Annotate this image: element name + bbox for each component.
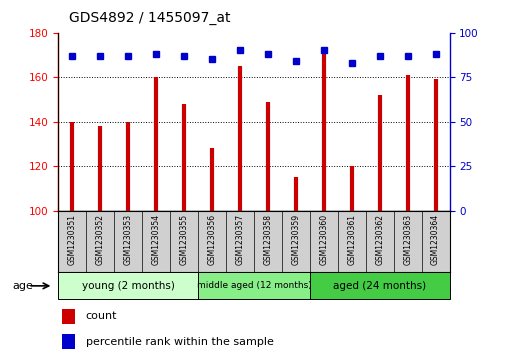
Text: GSM1230360: GSM1230360	[320, 213, 328, 265]
Text: GSM1230351: GSM1230351	[68, 213, 77, 265]
Text: GSM1230362: GSM1230362	[375, 213, 384, 265]
Text: GSM1230356: GSM1230356	[208, 213, 216, 265]
Text: GSM1230359: GSM1230359	[292, 213, 300, 265]
Bar	[62, 309, 75, 324]
Bar	[62, 334, 75, 349]
Text: middle aged (12 months): middle aged (12 months)	[197, 281, 311, 290]
Bar	[310, 272, 450, 299]
Text: GSM1230355: GSM1230355	[180, 213, 188, 265]
Text: age: age	[13, 281, 34, 291]
Bar	[198, 272, 310, 299]
Text: GSM1230361: GSM1230361	[347, 213, 356, 265]
Text: GSM1230352: GSM1230352	[96, 213, 105, 265]
Text: GSM1230364: GSM1230364	[431, 213, 440, 265]
Text: GSM1230357: GSM1230357	[236, 213, 244, 265]
Text: GSM1230358: GSM1230358	[264, 213, 272, 265]
Text: young (2 months): young (2 months)	[82, 281, 175, 291]
Text: GSM1230354: GSM1230354	[152, 213, 161, 265]
Text: percentile rank within the sample: percentile rank within the sample	[86, 337, 274, 347]
Text: aged (24 months): aged (24 months)	[333, 281, 426, 291]
Text: count: count	[86, 311, 117, 321]
Text: GDS4892 / 1455097_at: GDS4892 / 1455097_at	[69, 11, 230, 25]
Bar	[58, 272, 198, 299]
Text: GSM1230363: GSM1230363	[403, 213, 412, 265]
Text: GSM1230353: GSM1230353	[124, 213, 133, 265]
